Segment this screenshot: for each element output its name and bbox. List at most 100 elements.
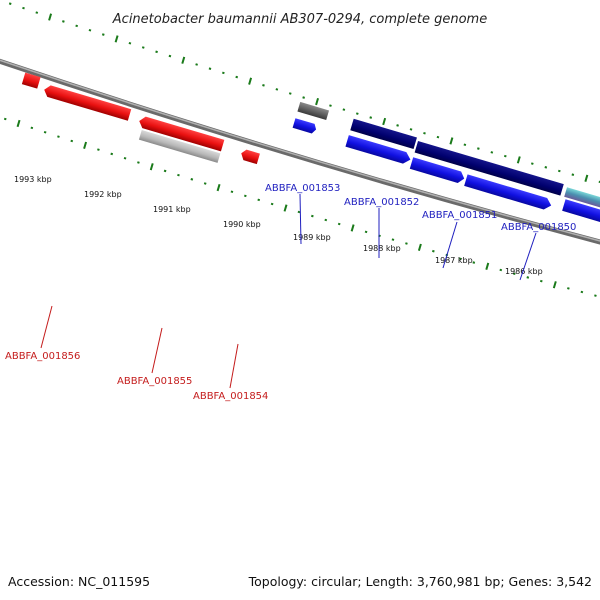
minor-tick [567, 287, 570, 290]
minor-tick [3, 117, 7, 121]
leader-line-1850 [519, 232, 537, 281]
tick-label-1991: 1991 kbp [153, 205, 191, 214]
minor-tick [526, 276, 530, 279]
minor-tick [557, 169, 561, 173]
minor-tick [594, 294, 597, 297]
gene-forward-1853[interactable] [292, 118, 318, 134]
minor-tick [123, 156, 127, 160]
minor-tick [364, 230, 368, 234]
minor-tick [580, 290, 584, 294]
minor-tick [409, 128, 413, 131]
minor-tick [503, 154, 507, 158]
major-tick [48, 13, 53, 21]
leader-line-1851 [442, 221, 458, 269]
minor-tick [75, 24, 79, 28]
gene-label-1852[interactable]: ABBFA_001852 [344, 197, 419, 208]
map-title: Acinetobacter baumannii AB307-0294, comp… [112, 12, 487, 27]
minor-tick [257, 198, 261, 202]
gene-teal-next[interactable] [564, 187, 600, 219]
major-tick [216, 183, 221, 192]
leader-line-1855 [151, 327, 163, 374]
minor-tick [155, 50, 158, 54]
cds-forward-1852[interactable] [350, 118, 417, 150]
gene-forward-1850[interactable] [464, 174, 553, 211]
major-tick [350, 224, 355, 232]
tick-label-1987: 1987 kbp [435, 256, 473, 265]
genome-summary-text: Topology: circular; Length: 3,760,981 bp… [248, 574, 592, 589]
gene-label-1853[interactable]: ABBFA_001853 [265, 183, 340, 194]
minor-tick [499, 268, 503, 272]
minor-tick [97, 148, 100, 151]
minor-tick [490, 151, 494, 154]
minor-tick [101, 33, 105, 36]
gene-label-1851[interactable]: ABBFA_001851 [422, 210, 497, 221]
gene-label-1850[interactable]: ABBFA_001850 [501, 222, 576, 233]
major-tick [83, 141, 88, 149]
gene-reverse-1854[interactable] [240, 148, 260, 165]
minor-tick [311, 214, 314, 218]
minor-tick [62, 20, 65, 23]
tick-label-1990: 1990 kbp [223, 220, 261, 229]
minor-tick [177, 173, 180, 177]
minor-tick [163, 169, 167, 173]
minor-tick [190, 178, 194, 181]
reverse-gene-labels: ABBFA_001856 ABBFA_001855 ABBFA_001854 [5, 305, 268, 402]
minor-tick [463, 143, 467, 147]
minor-tick [22, 6, 25, 10]
leader-line-1856 [40, 305, 53, 349]
major-tick [315, 97, 320, 106]
forward-gene-labels: ABBFA_001853 ABBFA_001852 ABBFA_001851 A… [265, 183, 576, 281]
minor-tick [405, 242, 408, 245]
gene-reverse-1856[interactable] [42, 84, 132, 121]
leader-line-1853 [299, 193, 302, 245]
minor-tick [288, 92, 292, 95]
minor-tick [472, 261, 476, 264]
gene-forward-next[interactable] [562, 199, 600, 232]
tick-label-1993: 1993 kbp [14, 175, 52, 184]
minor-tick [432, 249, 435, 253]
minor-tick [391, 238, 395, 241]
minor-tick [477, 147, 480, 150]
minor-tick [88, 28, 92, 32]
minor-tick [329, 104, 332, 107]
minor-tick [458, 257, 462, 261]
minor-tick [337, 222, 341, 226]
major-tick [584, 174, 589, 182]
major-tick [248, 77, 253, 85]
minor-tick [243, 194, 247, 198]
minor-tick [110, 152, 114, 156]
major-tick [283, 204, 288, 212]
minor-tick [270, 202, 274, 206]
backbone-highlight [0, 12, 600, 298]
minor-tick [128, 41, 132, 45]
minor-tick [70, 139, 74, 143]
accession-text: Accession: NC_011595 [8, 574, 150, 589]
gene-pseudo-1855[interactable] [138, 130, 221, 163]
leader-line-1854 [229, 343, 239, 389]
minor-tick [512, 272, 516, 276]
major-tick [114, 35, 119, 43]
gene-forward-1852[interactable] [345, 135, 412, 165]
gene-forward-1851[interactable] [409, 157, 466, 184]
minor-tick [222, 71, 225, 75]
minor-tick [530, 162, 534, 165]
gene-label-1856[interactable]: ABBFA_001856 [5, 351, 80, 362]
minor-tick [230, 190, 234, 194]
gene-grey-1853[interactable] [297, 101, 330, 121]
major-tick [417, 243, 422, 252]
gene-reverse-1855[interactable] [138, 115, 225, 152]
minor-tick [423, 131, 426, 135]
minor-tick [168, 54, 172, 58]
minor-tick [355, 112, 359, 115]
inner-ticks [3, 117, 597, 297]
genome-track [0, 2, 600, 301]
tick-label-1986: 1986 kbp [505, 267, 543, 276]
gene-label-1855[interactable]: ABBFA_001855 [117, 376, 192, 387]
gene-label-1854[interactable]: ABBFA_001854 [193, 391, 268, 402]
tick-label-1992: 1992 kbp [84, 190, 122, 199]
gene-reverse-edge[interactable] [21, 72, 41, 89]
minor-tick [141, 46, 145, 49]
cds-forward-1851[interactable] [414, 140, 564, 196]
